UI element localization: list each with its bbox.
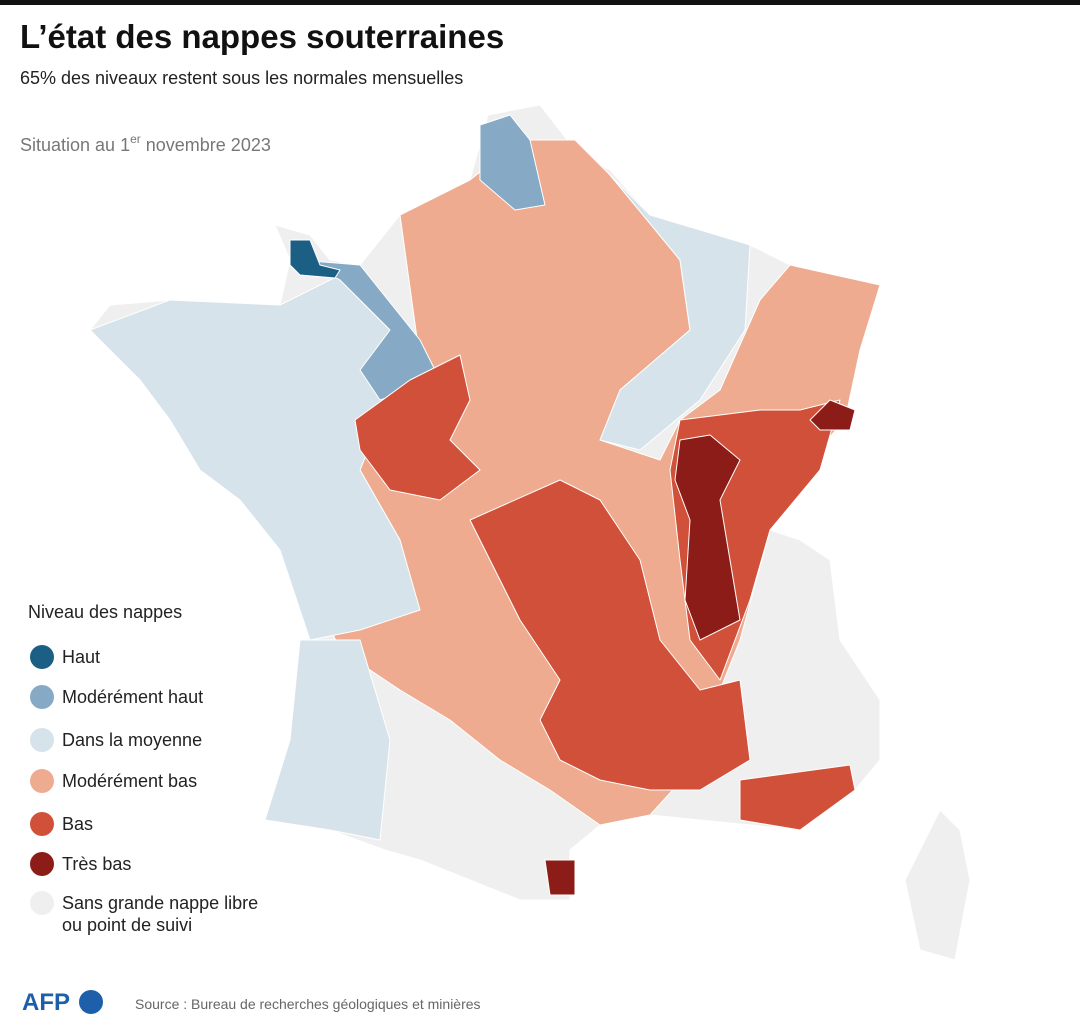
legend-label: Modérément haut — [62, 687, 203, 707]
region-moderately-high — [479, 114, 546, 211]
region-average — [264, 639, 391, 841]
date-suffix: novembre 2023 — [141, 135, 271, 155]
legend-swatch — [30, 769, 54, 793]
logo: AFP — [22, 989, 70, 1016]
region-very-low — [809, 399, 856, 431]
logo-circle — [79, 990, 103, 1014]
legend-label: Dans la moyenne — [62, 730, 202, 750]
region-very-low — [544, 859, 576, 896]
region-low — [469, 479, 751, 791]
date-note: Situation au 1er novembre 2023 — [20, 132, 271, 155]
legend-swatch — [30, 812, 54, 836]
title: L’état des nappes souterraines — [20, 18, 504, 55]
legend-label: Haut — [62, 647, 100, 667]
legend-label: Bas — [62, 814, 93, 834]
legend-label: Très bas — [62, 854, 131, 874]
legend-swatch — [30, 852, 54, 876]
map — [89, 104, 971, 961]
region-high — [289, 239, 341, 279]
legend-label: Modérément bas — [62, 771, 197, 791]
region-low — [739, 764, 856, 831]
date-superscript: er — [130, 132, 141, 146]
legend: Haut Modérément haut Dans la moyenne Modéré… — [30, 645, 258, 935]
legend-swatch — [30, 728, 54, 752]
legend-swatch — [30, 891, 54, 915]
legend-swatch — [30, 685, 54, 709]
date-prefix: Situation au 1 — [20, 135, 130, 155]
region-average — [599, 174, 751, 451]
legend-label: Sans grande nappe libre — [62, 893, 258, 913]
corsica — [904, 809, 971, 961]
source: Source : Bureau de recherches géologique… — [135, 996, 481, 1012]
top-bar — [0, 0, 1080, 5]
region-low — [354, 354, 481, 501]
region-moderately-high — [299, 259, 441, 401]
region-very-low — [674, 434, 741, 641]
legend-title: Niveau des nappes — [28, 602, 182, 622]
legend-label: ou point de suivi — [62, 915, 192, 935]
subtitle: 65% des niveaux restent sous les normale… — [20, 68, 463, 88]
legend-swatch — [30, 645, 54, 669]
